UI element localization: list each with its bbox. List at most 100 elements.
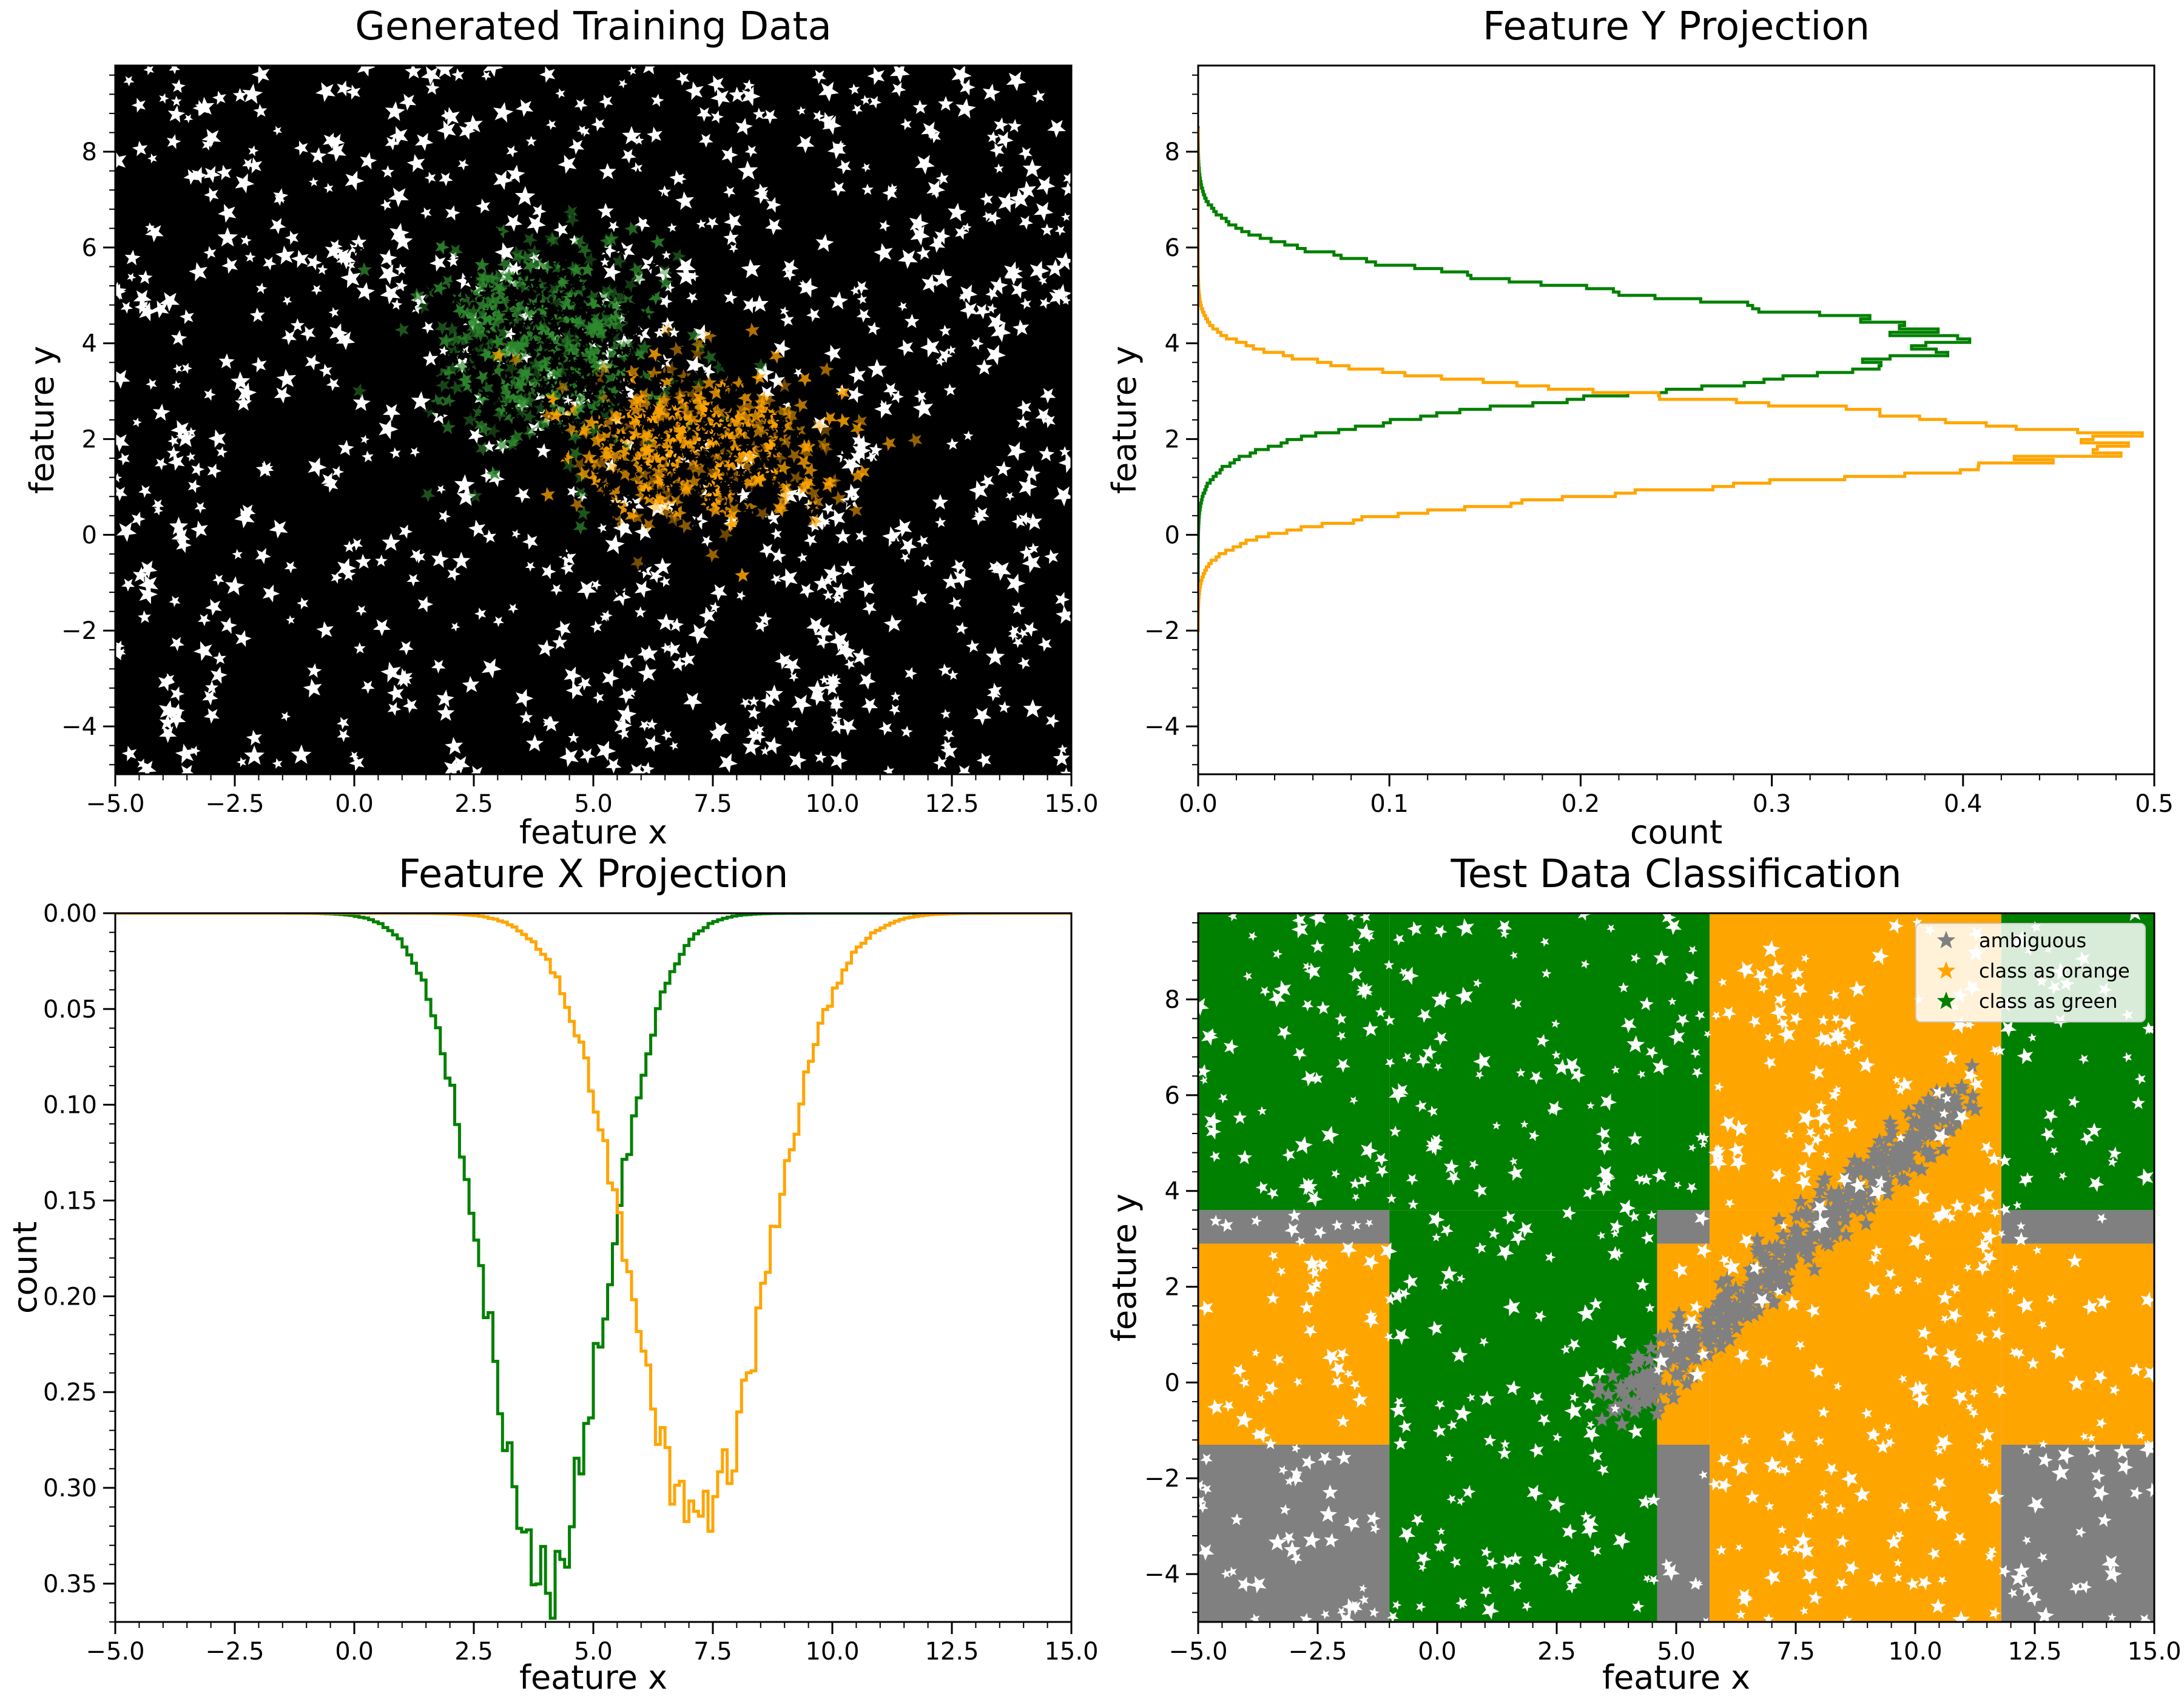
- cluster-point: [765, 414, 780, 430]
- gap-point: [2101, 1555, 2120, 1573]
- gap-point: [393, 231, 413, 251]
- boundary-point: [1711, 1303, 1728, 1319]
- x-tick-label: 0.2: [1562, 790, 1600, 818]
- gap-point: [758, 612, 772, 626]
- gap-point: [399, 641, 414, 656]
- boundary-point: [1626, 1402, 1643, 1419]
- gap-point: [1292, 1444, 1301, 1453]
- overlay-point: [890, 537, 902, 549]
- gap-point: [328, 306, 339, 318]
- cluster-point: [805, 485, 820, 501]
- overlay-point: [718, 357, 730, 368]
- boundary-point: [1710, 1325, 1727, 1340]
- gap-point: [1997, 1230, 2006, 1239]
- cluster-point: [491, 362, 506, 378]
- gap-point: [1040, 223, 1054, 236]
- gap-point: [1551, 1050, 1561, 1059]
- boundary-point: [1828, 1192, 1845, 1208]
- overlay-point: [533, 299, 545, 310]
- gap-point: [1457, 1497, 1466, 1506]
- cluster-point: [493, 285, 508, 300]
- cluster-point: [781, 404, 796, 420]
- gap-point: [1771, 1167, 1786, 1183]
- legend-label-orange: class as orange: [1979, 959, 2130, 982]
- overlay-point: [434, 407, 447, 418]
- overlay-point: [732, 523, 744, 535]
- gap-point: [1344, 1369, 1353, 1379]
- gap-point: [1565, 1581, 1578, 1594]
- overlay-point: [703, 497, 715, 508]
- gap-point: [1853, 1486, 1870, 1503]
- gap-point: [815, 234, 834, 252]
- gap-point: [382, 533, 400, 551]
- gap-point: [1204, 1112, 1222, 1130]
- boundary-point: [1771, 1243, 1788, 1258]
- overlay-point: [727, 559, 739, 570]
- gap-point: [337, 729, 351, 742]
- gap-point: [1322, 1484, 1338, 1499]
- gap-point: [1061, 212, 1071, 222]
- gap-point: [962, 222, 972, 232]
- overlay-point: [616, 456, 628, 468]
- cluster-point: [658, 459, 674, 474]
- gap-point: [351, 234, 367, 250]
- overlay-point: [761, 408, 774, 420]
- boundary-point: [1740, 1300, 1757, 1316]
- gap-point: [253, 104, 268, 118]
- gap-point: [1651, 1167, 1667, 1183]
- gap-point: [1012, 637, 1023, 648]
- y-tick-label: 2: [82, 426, 97, 454]
- boundary-point: [1881, 1130, 1898, 1146]
- gap-point: [1282, 1532, 1295, 1545]
- gap-point: [911, 589, 928, 606]
- gap-point: [649, 569, 663, 584]
- gap-point: [1418, 1563, 1427, 1572]
- gap-point: [1336, 1607, 1347, 1616]
- cluster-point: [683, 411, 699, 426]
- overlay-point: [783, 393, 795, 405]
- gap-point: [2117, 1459, 2134, 1476]
- cluster-point: [601, 315, 617, 330]
- gap-point: [831, 713, 842, 725]
- overlay-point: [739, 373, 751, 385]
- gap-point: [1927, 1547, 1940, 1561]
- gap-point: [2108, 1157, 2118, 1167]
- cluster-point: [547, 336, 563, 351]
- overlay-point: [425, 400, 437, 412]
- boundary-point: [1771, 1211, 1787, 1227]
- gap-point: [2000, 1021, 2017, 1038]
- cluster-0: [352, 167, 769, 535]
- gap-point: [994, 163, 1004, 174]
- gap-point: [273, 194, 286, 206]
- gap-point: [850, 286, 860, 296]
- cluster-point: [480, 380, 494, 396]
- gap-point: [1698, 1470, 1708, 1480]
- gap-point: [1607, 1246, 1623, 1262]
- overlay-point: [748, 488, 760, 500]
- gap-point: [1509, 1157, 1518, 1166]
- overlay-point: [734, 383, 747, 395]
- boundary-point: [1641, 1351, 1658, 1367]
- overlay-point: [656, 370, 669, 381]
- gap-point: [1415, 1099, 1427, 1112]
- gap-point: [468, 519, 486, 538]
- gap-point: [1795, 1340, 1806, 1351]
- cluster-point: [577, 243, 593, 258]
- overlay-point: [707, 324, 720, 336]
- gap-point: [858, 580, 875, 598]
- x-tick-label: 15.0: [1044, 1638, 1098, 1666]
- gap-point: [1717, 978, 1727, 987]
- cluster-point: [774, 404, 789, 420]
- boundary-point: [1765, 1292, 1782, 1309]
- gap-point: [323, 477, 339, 493]
- gap-point: [1725, 1198, 1735, 1209]
- gap-point: [760, 746, 770, 755]
- gap-point: [1774, 993, 1787, 1007]
- overlay-point: [773, 470, 785, 482]
- gap-point: [525, 734, 544, 752]
- cluster-point: [522, 258, 538, 274]
- overlay-point: [620, 266, 632, 277]
- gap-point: [698, 606, 716, 624]
- gap-point: [1618, 982, 1630, 993]
- overlay-point: [632, 167, 644, 179]
